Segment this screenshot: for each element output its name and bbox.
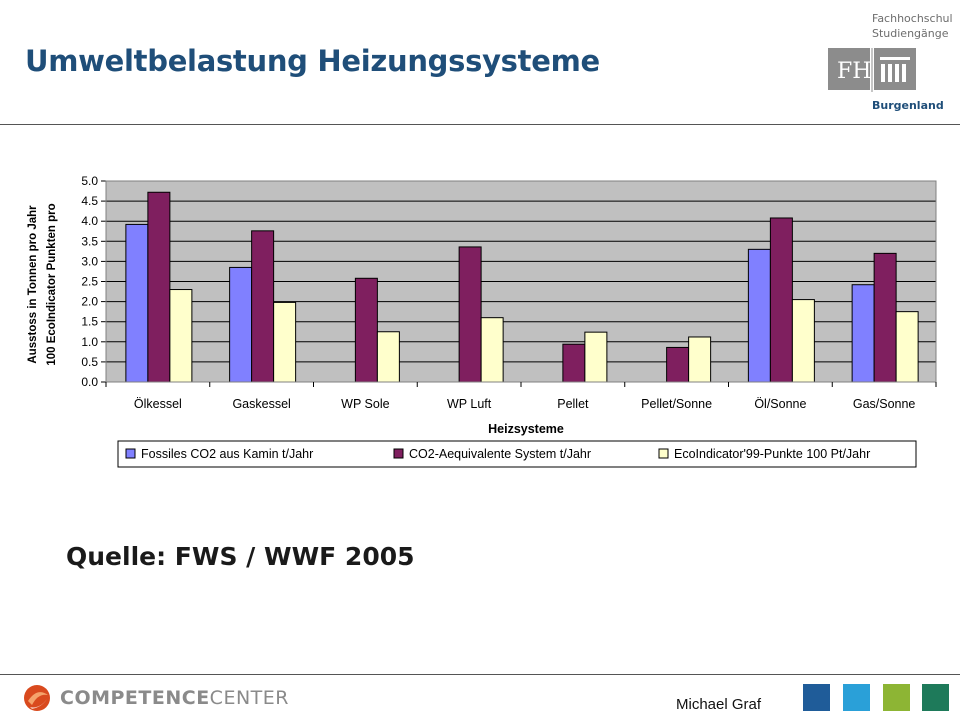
- chart-svg: 0.0 0.5 1.0 1.5 2.0 2.5 3.0 3.5 4.0 4.5 5.0 Ölkesse…: [18, 163, 956, 478]
- header-divider: [0, 124, 960, 125]
- y-tick-label: 3.5: [81, 234, 98, 248]
- legend-swatch-2: [393, 448, 404, 459]
- bar-s2-5: [562, 343, 586, 383]
- x-axis-title: Heizsysteme: [488, 422, 564, 436]
- x-tick-label: Ölkessel: [134, 397, 182, 411]
- y-tick-label: 4.0: [81, 214, 98, 228]
- y-tick-label: 0.0: [81, 375, 98, 389]
- y-tick-label: 1.5: [81, 315, 98, 329]
- bar-s3-3: [376, 331, 400, 383]
- bar-s2-7: [769, 217, 793, 383]
- y-axis-title-line2: 100 EcoIndicator Punkten pro: [46, 203, 58, 365]
- x-tick-label: Gaskessel: [232, 397, 290, 411]
- competence-center-swirl-icon: [24, 685, 50, 711]
- x-tick-label: WP Sole: [341, 397, 389, 411]
- bar-s3-7: [791, 299, 815, 383]
- logo-text-line1: Fachhochschul: [872, 12, 953, 25]
- y-tick-label: 3.0: [81, 254, 98, 268]
- footer-square-darkgreen: [922, 684, 949, 711]
- bar-s1-2: [229, 266, 253, 383]
- bar-s3-2: [273, 301, 297, 383]
- footer-square-blue: [803, 684, 830, 711]
- y-tick-label: 4.5: [81, 194, 98, 208]
- svg-text:FH: FH: [837, 59, 871, 84]
- fh-logo-mark-icon: FH: [828, 48, 916, 92]
- logo-text-line3: Burgenland: [872, 99, 944, 112]
- y-tick-label: 0.5: [81, 355, 98, 369]
- bar-s2-6: [666, 346, 690, 383]
- bar-s3-4: [480, 317, 504, 383]
- legend-label-2: CO2-Aequivalente System t/Jahr: [409, 447, 591, 461]
- bar-s1-8: [851, 284, 875, 383]
- legend-swatch-3: [658, 448, 669, 459]
- y-tick-label: 2.5: [81, 275, 98, 289]
- bar-s3-8: [895, 311, 919, 383]
- bar-s3-1: [169, 289, 193, 383]
- bar-s2-2: [251, 230, 275, 383]
- legend-box: [117, 440, 917, 468]
- legend-swatch-1: [125, 448, 136, 459]
- emissions-bar-chart: 0.0 0.5 1.0 1.5 2.0 2.5 3.0 3.5 4.0 4.5 5.0 Ölkesse…: [18, 163, 956, 478]
- bar-s2-8: [873, 252, 897, 383]
- x-tick-label: Pellet: [557, 397, 589, 411]
- bar-s2-3: [354, 277, 378, 383]
- bar-s1-7: [747, 248, 771, 383]
- bar-s2-4: [458, 246, 482, 383]
- bar-s2-1: [147, 191, 171, 383]
- y-tick-label: 1.0: [81, 335, 98, 349]
- cc-word-competence: COMPETENCE: [60, 687, 210, 709]
- bar-s3-5: [584, 331, 608, 383]
- footer-divider: [0, 674, 960, 675]
- competence-center-logo: COMPETENCECENTER: [22, 683, 289, 713]
- slide-title: Umweltbelastung Heizungssysteme: [25, 44, 600, 78]
- footer-square-lightblue: [843, 684, 870, 711]
- x-tick-label: WP Luft: [447, 397, 492, 411]
- y-axis-title-line1: Ausstoss in Tonnen pro Jahr: [27, 205, 39, 364]
- cc-word-center: CENTER: [209, 687, 289, 709]
- y-tick-label: 5.0: [81, 174, 98, 188]
- footer-square-green: [883, 684, 910, 711]
- bar-s3-6: [688, 336, 712, 383]
- x-tick-label: Gas/Sonne: [853, 397, 916, 411]
- logo-text-line2: Studiengänge: [872, 27, 949, 40]
- y-tick-label: 2.0: [81, 295, 98, 309]
- legend-label-1: Fossiles CO2 aus Kamin t/Jahr: [141, 447, 313, 461]
- bar-s1-1: [125, 223, 149, 383]
- author-name: Michael Graf: [676, 696, 762, 713]
- x-tick-label: Öl/Sonne: [754, 397, 806, 411]
- x-tick-label: Pellet/Sonne: [641, 397, 712, 411]
- legend-label-3: EcoIndicator'99-Punkte 100 Pt/Jahr: [674, 447, 870, 461]
- source-citation: Quelle: FWS / WWF 2005: [66, 542, 415, 571]
